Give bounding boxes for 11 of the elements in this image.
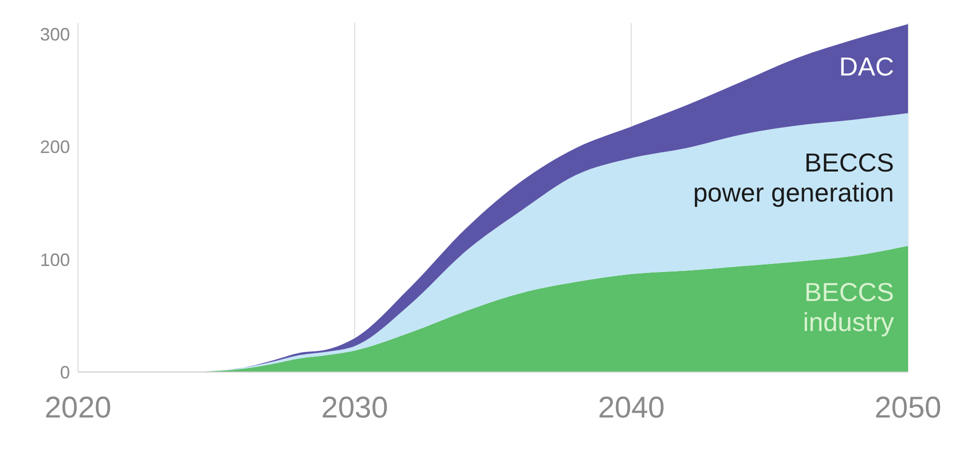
y-tick-label: 300	[40, 24, 70, 45]
y-tick-label: 100	[40, 250, 70, 270]
y-tick-label: 200	[40, 137, 70, 158]
x-tick-label: 2020	[44, 391, 112, 424]
series-label: DAC	[839, 51, 894, 82]
x-tick-label: 2040	[598, 391, 665, 424]
x-tick-label: 2050	[874, 391, 942, 424]
series-label: BECCS industry	[802, 276, 894, 337]
y-tick-label: 0	[60, 362, 70, 382]
x-tick-label: 2030	[321, 391, 388, 424]
series-label: BECCS power generation	[693, 147, 894, 208]
